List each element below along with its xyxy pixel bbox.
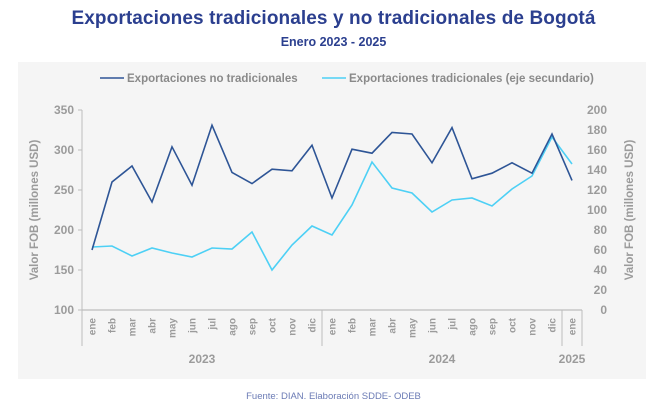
x-tick-label: dic [308, 318, 319, 333]
y2-tick-label: 0 [600, 303, 607, 317]
year-label: 2024 [429, 352, 456, 366]
x-tick-label: may [168, 318, 179, 338]
y2-tick-label: 20 [594, 283, 608, 297]
x-tick-label: ago [228, 318, 239, 336]
x-tick-label: sep [488, 318, 499, 335]
x-tick-label: jul [448, 318, 459, 331]
y2-tick-label: 140 [587, 163, 607, 177]
x-tick-label: abr [148, 318, 159, 334]
x-tick-label: mar [128, 318, 139, 336]
y2-tick-label: 80 [594, 223, 608, 237]
x-tick-label: feb [348, 318, 359, 333]
y2-tick-label: 120 [587, 183, 607, 197]
chart-subtitle: Enero 2023 - 2025 [280, 35, 387, 49]
y2-tick-label: 180 [587, 123, 607, 137]
legend-label: Exportaciones no tradicionales [127, 73, 298, 85]
x-tick-label: nov [288, 318, 299, 336]
y-tick-label: 300 [54, 143, 74, 157]
x-tick-label: jul [208, 318, 219, 331]
series-line-tradicionales [91, 135, 573, 272]
year-label: 2025 [559, 352, 586, 366]
y2-tick-label: 60 [594, 243, 608, 257]
y2-axis-title: Valor FOB (millones USD) [624, 140, 636, 281]
x-tick-label: mar [368, 318, 379, 336]
year-label: 2023 [189, 352, 216, 366]
x-tick-label: jun [428, 318, 439, 334]
y2-tick-label: 160 [587, 143, 607, 157]
x-tick-label: sep [248, 318, 259, 335]
y-tick-label: 250 [54, 183, 74, 197]
y2-tick-label: 100 [587, 203, 607, 217]
chart-title: Exportaciones tradicionales y no tradici… [71, 8, 596, 29]
series-line-no-tradicionales [91, 122, 573, 251]
legend-label: Exportaciones tradicionales (eje secunda… [349, 73, 594, 85]
y-tick-label: 100 [54, 303, 74, 317]
x-tick-label: nov [528, 318, 539, 336]
x-tick-label: feb [108, 318, 119, 333]
source-note: Fuente: DIAN. Elaboración SDDE- ODEB [246, 391, 421, 402]
x-tick-label: ago [468, 318, 479, 336]
y2-tick-label: 200 [587, 103, 607, 117]
x-tick-label: abr [388, 318, 399, 334]
x-tick-label: may [408, 318, 419, 338]
chart-panel [18, 62, 646, 379]
x-tick-label: jun [188, 318, 199, 334]
x-tick-label: dic [548, 318, 559, 333]
x-tick-label: ene [568, 318, 579, 336]
x-tick-label: oct [508, 317, 519, 333]
x-tick-label: ene [328, 318, 339, 336]
y-axis-title: Valor FOB (millones USD) [29, 140, 41, 281]
x-tick-label: ene [88, 318, 99, 336]
x-tick-label: oct [268, 317, 279, 333]
y-tick-label: 150 [54, 263, 74, 277]
y-tick-label: 200 [54, 223, 74, 237]
y2-tick-label: 40 [594, 263, 608, 277]
y-tick-label: 350 [54, 103, 74, 117]
